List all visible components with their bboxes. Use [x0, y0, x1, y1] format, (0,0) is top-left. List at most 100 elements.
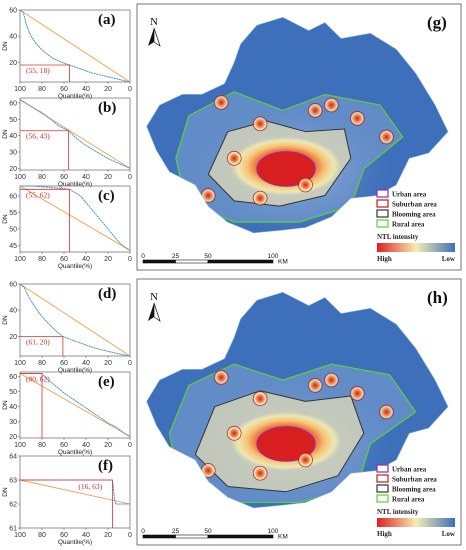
chart-c-frame	[19, 185, 131, 253]
chart-b-xlabel: Quantile(%)	[58, 181, 92, 188]
map-h-legend-label: Urban area	[392, 466, 427, 474]
map-g-scale-tick: 100	[268, 253, 279, 260]
chart-f-frame	[19, 455, 131, 529]
chart-b-ytick-label: 20	[9, 166, 17, 173]
map-g: N (g) Urban area Suburban area Blooming area…	[136, 3, 462, 271]
map-h-scale-tick: 100	[268, 528, 279, 535]
map-g-north-arrow: N	[148, 16, 161, 47]
map-g-urban-boundary	[256, 151, 316, 187]
map-h-scale-segment	[175, 534, 209, 539]
chart-d-curve	[19, 283, 131, 357]
chart-e-xtick-label: 20	[104, 442, 112, 449]
map-h-hotspot	[349, 386, 365, 401]
chart-b-xtick-label: 40	[82, 174, 90, 181]
map-g-ntl-low: Low	[442, 255, 456, 263]
chart-d-ytick-label: 40	[9, 308, 17, 315]
map-g-legend: Urban area Suburban area Blooming area Rura…	[376, 189, 456, 263]
chart-c-point-label: (55, 62)	[26, 190, 50, 199]
chart-e-ytick-label: 20	[9, 434, 17, 441]
chart-d-xtick-label: 100	[14, 360, 26, 367]
map-g-hotspot	[252, 116, 268, 132]
map-h-north-label: N	[150, 291, 158, 303]
chart-e-xtick-label: 100	[14, 442, 26, 449]
map-h-legend-label: Blooming area	[392, 486, 436, 494]
chart-a-ytick-label: 20	[9, 60, 17, 67]
chart-b-xtick-label: 100	[14, 174, 26, 181]
map-g-ntl-ramp	[377, 243, 455, 252]
chart-d-point-label: (61, 20)	[26, 337, 50, 346]
map-g-legend-swatch	[376, 189, 389, 198]
chart-a-ytick-label: 60	[9, 8, 17, 15]
map-h-hotspot	[252, 465, 268, 481]
chart-e-frame	[19, 371, 131, 439]
map-h-hotspot	[252, 391, 268, 407]
map-g-north-arrow-right	[153, 27, 161, 47]
chart-b-xtick-label: 80	[38, 174, 46, 181]
chart-f-ytick-label: 62	[9, 502, 17, 509]
chart-c-ytick-label: 45	[9, 243, 17, 250]
chart-b-xtick-label: 60	[60, 174, 68, 181]
map-h: N (h) Urban area Suburban area Blooming area…	[136, 278, 462, 546]
chart-d-xlabel: Quantile(%)	[58, 367, 92, 374]
chart-e-ytick-label: 60	[9, 374, 17, 381]
chart-d-xtick-label: 80	[38, 360, 46, 367]
map-g-hotspot	[349, 111, 365, 126]
map-h-panel-label: (h)	[427, 288, 448, 307]
chart-a-xtick-label: 80	[38, 86, 46, 93]
chart-c-xtick-label: 20	[104, 256, 112, 263]
chart-c-reference-line	[19, 185, 131, 251]
chart-e-ylabel: DN	[2, 400, 9, 410]
map-h-scale-tick: 50	[204, 528, 212, 535]
chart-e-xtick-label: 80	[38, 442, 46, 449]
map-h-scale-unit: KM	[278, 534, 288, 541]
chart-c-xtick-label: 0	[128, 256, 132, 263]
map-h-scale-tick: 25	[172, 528, 180, 535]
map-g-legend-label: Blooming area	[392, 211, 436, 219]
map-h-hotspot	[324, 372, 339, 388]
map-h-legend-label: Suburban area	[392, 476, 437, 484]
chart-c-curve	[20, 185, 131, 251]
chart-b-ylabel: DN	[2, 129, 9, 139]
chart-f-xtick-label: 80	[38, 532, 46, 539]
map-g-hotspot	[226, 150, 242, 166]
map-h-north-arrow: N	[148, 291, 161, 322]
chart-a-panel-label: (a)	[98, 12, 116, 28]
chart-c-xtick-label: 60	[60, 256, 68, 263]
map-g-panel-label: (g)	[427, 13, 447, 32]
chart-e-panel-label: (e)	[98, 374, 115, 390]
chart-f-ytick-label: 64	[9, 454, 17, 461]
map-g-hotspot	[379, 129, 394, 145]
map-g-legend-swatch	[376, 199, 389, 208]
chart-e-ytick-label: 30	[9, 419, 17, 426]
chart-c-panel-label: (c)	[98, 188, 115, 204]
chart-a-ylabel: DN	[2, 41, 9, 51]
map-g-scale-segment	[207, 259, 274, 264]
chart-c-xlabel: Quantile(%)	[58, 263, 92, 270]
chart-f: 100 80 60 40 20 0 61 62 63 64 Quantile(%) DN (16, 63…	[2, 454, 132, 547]
chart-b-ytick-label: 60	[9, 100, 17, 107]
chart-c-ytick-label: 60	[9, 193, 17, 200]
chart-c-xtick-label: 80	[38, 256, 46, 263]
chart-b-frame	[19, 97, 131, 171]
chart-b-xtick-label: 20	[104, 174, 112, 181]
chart-a-xtick-label: 40	[82, 86, 90, 93]
map-g-north-label: N	[150, 16, 158, 28]
chart-d-xtick-label: 40	[82, 360, 90, 367]
chart-e-ytick-label: 40	[9, 404, 17, 411]
chart-e-xtick-label: 0	[128, 442, 132, 449]
chart-b-ytick-label: 50	[9, 117, 17, 124]
ntl-maps: N (g) Urban area Suburban area Blooming area…	[136, 3, 462, 546]
chart-b-point-label: (56, 43)	[26, 132, 50, 141]
map-g-legend-swatch	[376, 219, 389, 228]
chart-f-reference-line	[19, 479, 131, 505]
chart-f-xtick-label: 100	[14, 532, 26, 539]
chart-f-xtick-label: 60	[60, 532, 68, 539]
map-g-ntl-title: NTL intensity	[377, 233, 419, 241]
chart-a-xtick-label: 0	[128, 86, 132, 93]
